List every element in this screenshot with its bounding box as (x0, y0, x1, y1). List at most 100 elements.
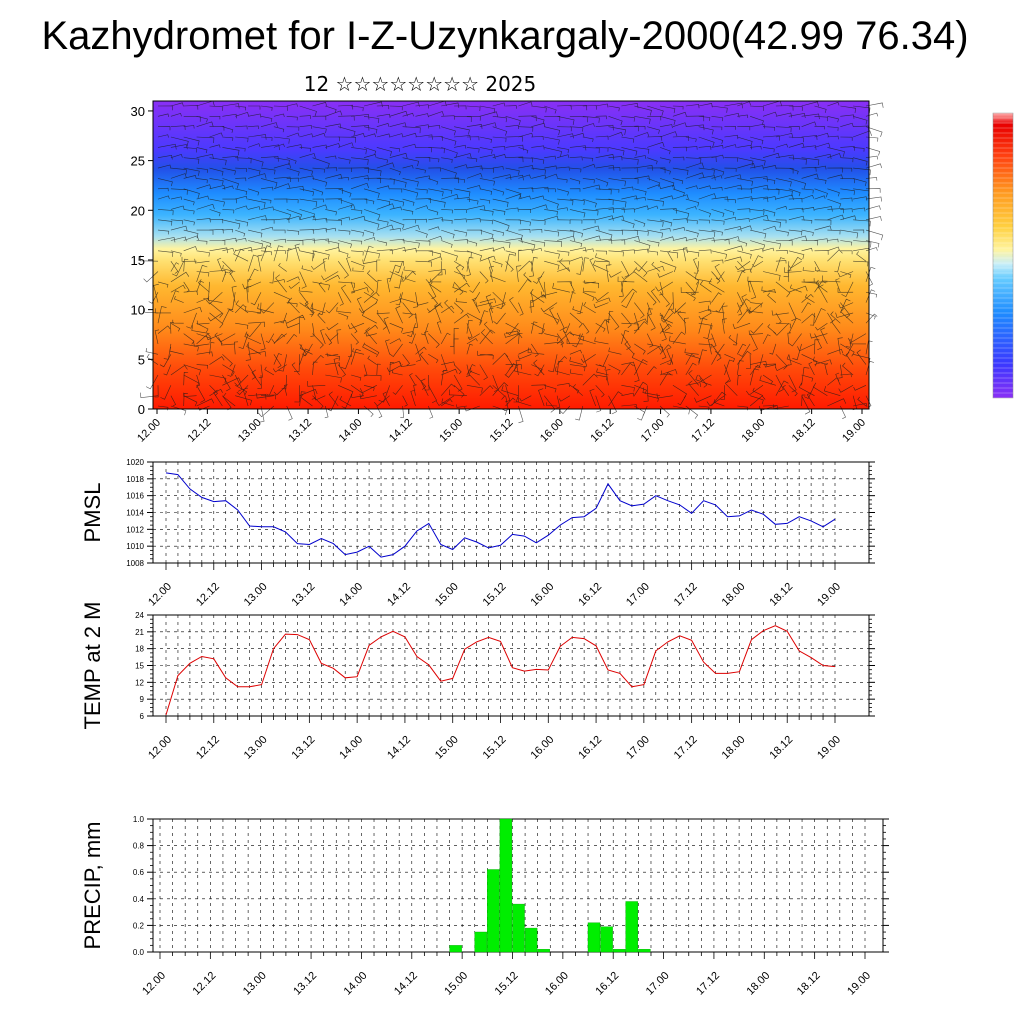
wind-barb (531, 384, 546, 390)
wind-barb (788, 126, 800, 130)
wind-barb (724, 144, 737, 148)
pmsl-x-tick-label: 15.12 (481, 581, 509, 609)
wind-barb (448, 389, 467, 396)
wind-barb (569, 292, 576, 303)
wind-barb (351, 167, 369, 174)
wind-barb (747, 276, 764, 283)
wind-barb (533, 359, 545, 376)
wind-barb (711, 259, 724, 264)
wind-barb (234, 374, 249, 387)
wind-barb (402, 132, 417, 138)
wind-barb (698, 312, 712, 320)
wind-barb (312, 333, 324, 349)
wind-barb (814, 238, 828, 243)
wind-barb (556, 360, 563, 376)
wind-barb (157, 154, 173, 160)
wind-barb (659, 157, 671, 164)
wind-barb (286, 405, 293, 421)
wind-barb (325, 105, 337, 113)
wind-barb (183, 258, 189, 272)
temp-y-tick-label: 18 (135, 645, 144, 654)
wind-barb (659, 184, 675, 190)
wind-barb (286, 248, 293, 262)
wind-barb (690, 281, 699, 296)
wind-barb (209, 209, 221, 217)
wind-barb (531, 322, 545, 334)
wind-barb (865, 205, 881, 210)
wind-barb (569, 209, 586, 218)
wind-barb (809, 333, 828, 339)
wind-barb (759, 375, 776, 386)
wind-barb (842, 362, 854, 376)
wind-barb (724, 134, 739, 140)
wind-barb (737, 144, 752, 150)
wind-barb (569, 229, 584, 238)
wind-barb (183, 281, 190, 293)
heatmap-x-tick-label: 12.00 (135, 417, 163, 445)
wind-barb (838, 385, 854, 393)
wind-barb (634, 240, 651, 251)
wind-barb (389, 198, 405, 207)
wind-barb (207, 295, 223, 303)
wind-barb (260, 206, 274, 211)
wind-barb (318, 281, 326, 293)
wind-barb (196, 147, 208, 154)
temp-y-tick-label: 12 (135, 678, 144, 687)
wind-barb (814, 225, 832, 231)
wind-barb (659, 343, 667, 360)
wind-barb (196, 250, 210, 257)
wind-barb (278, 354, 287, 372)
wind-barb (205, 333, 223, 341)
wind-barb (248, 113, 262, 118)
wind-barb (518, 228, 531, 233)
wind-barb (737, 343, 747, 355)
wind-barb (827, 249, 843, 262)
wind-barb (209, 218, 224, 224)
wind-barb (569, 349, 582, 355)
wind-barb (827, 238, 839, 243)
wind-barb (363, 188, 380, 198)
wind-barb (724, 198, 736, 204)
wind-barb (299, 238, 316, 244)
wind-barb (231, 285, 237, 303)
wind-barb (762, 178, 776, 185)
wind-barb (752, 260, 764, 268)
wind-barb (325, 247, 340, 252)
wind-barb (840, 208, 853, 213)
wind-barb (197, 279, 210, 293)
wind-barb (827, 188, 840, 197)
wind-barb (531, 204, 548, 210)
wind-barb (483, 321, 493, 334)
wind-barb (492, 146, 506, 151)
wind-barb (170, 113, 182, 117)
wind-barb (286, 116, 298, 121)
wind-barb (788, 285, 808, 293)
pmsl-y-tick-label: 1010 (126, 542, 144, 551)
wind-barb (518, 248, 533, 254)
wind-barb (466, 364, 470, 377)
precip-bar (499, 818, 513, 953)
wind-barb (865, 102, 884, 108)
wind-barb (404, 275, 416, 283)
wind-barb (582, 373, 598, 386)
wind-barb (518, 219, 531, 226)
wind-barb (518, 187, 534, 193)
wind-barb (621, 136, 635, 143)
wind-barb (685, 362, 697, 376)
wind-barb (808, 361, 815, 376)
heatmap-x-tick-label: 17.00 (639, 417, 667, 445)
wind-barb (299, 105, 317, 117)
wind-barb (515, 359, 521, 376)
wind-barb (582, 354, 588, 368)
pmsl-x-tick-label: 15.00 (433, 581, 461, 609)
wind-barb (801, 157, 820, 166)
wind-barb (145, 374, 159, 390)
wind-barb (362, 259, 377, 264)
wind-barb (376, 185, 390, 190)
wind-barb (299, 391, 306, 407)
wind-barb (235, 112, 249, 117)
wind-barb (659, 323, 672, 334)
wind-barb (144, 308, 159, 314)
pmsl-y-tick-label: 1020 (126, 458, 144, 467)
wind-barb (222, 178, 239, 189)
